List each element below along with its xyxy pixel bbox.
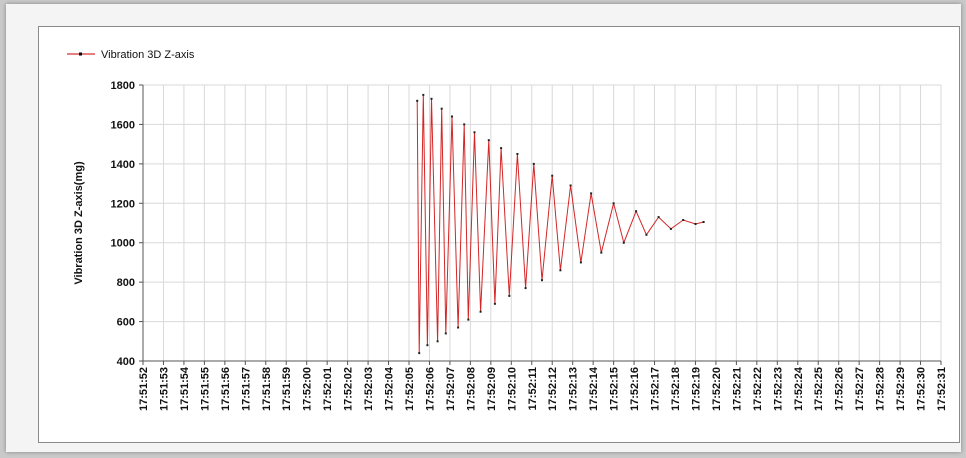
data-point	[612, 202, 615, 205]
x-tick-label: 17:51:58	[261, 367, 273, 411]
data-point	[500, 147, 503, 150]
data-point	[487, 139, 490, 142]
y-tick-label: 800	[117, 277, 135, 289]
series-line	[416, 94, 704, 354]
data-point	[508, 294, 511, 297]
axes	[142, 85, 941, 362]
x-tick-label: 17:52:22	[752, 367, 764, 411]
legend-label: Vibration 3D Z-axis	[101, 49, 195, 61]
data-point	[541, 279, 543, 282]
x-tick-label: 17:52:15	[609, 367, 621, 411]
data-point	[416, 99, 419, 102]
data-point	[682, 219, 685, 221]
x-axis-ticks: 17:51:52 17:51:53 17:51:54 17:51:55 17:51:56…	[138, 361, 948, 411]
x-tick-label: 17:51:57	[240, 367, 252, 411]
x-tick-label: 17:51:52	[138, 367, 150, 411]
x-tick-label: 17:52:06	[424, 367, 436, 411]
data-point	[645, 233, 648, 236]
data-point	[479, 310, 482, 313]
y-tick-label: 1600	[111, 119, 135, 131]
data-point	[440, 107, 443, 110]
y-tick-label: 1800	[111, 80, 135, 92]
data-point	[657, 216, 660, 219]
data-point	[516, 153, 519, 155]
x-tick-label: 17:52:03	[363, 367, 375, 411]
data-point	[444, 332, 447, 335]
x-tick-label: 17:52:14	[588, 366, 600, 411]
x-tick-label: 17:52:24	[793, 366, 805, 411]
y-axis-title: Vibration 3D Z-axis(mg)	[73, 161, 85, 285]
x-tick-label: 17:52:02	[343, 367, 355, 411]
data-point	[493, 302, 496, 305]
y-tick-label: 1000	[111, 238, 135, 250]
series-layer	[416, 93, 705, 355]
vibration-chart: Vibration 3D Z-axis Vibration 3D Z-axis(…	[67, 49, 948, 411]
x-tick-label: 17:52:09	[486, 367, 498, 411]
data-point	[524, 287, 527, 290]
x-tick-label: 17:52:30	[916, 367, 928, 411]
data-point	[457, 326, 460, 329]
x-tick-label: 17:52:01	[322, 367, 334, 411]
x-tick-label: 17:51:56	[220, 367, 232, 411]
data-point	[463, 123, 466, 126]
y-tick-label: 400	[117, 356, 135, 368]
y-axis-ticks: 400 600 800 1000 1200 1400 1600 1800	[111, 80, 143, 368]
data-point	[702, 221, 705, 223]
x-tick-label: 17:52:27	[854, 367, 866, 411]
x-tick-label: 17:51:53	[158, 367, 170, 411]
grid-lines	[142, 84, 942, 362]
x-tick-label: 17:52:31	[936, 367, 948, 411]
x-tick-label: 17:52:07	[445, 367, 457, 411]
data-point	[600, 251, 603, 254]
x-tick-label: 17:52:29	[895, 367, 907, 411]
y-tick-label: 1200	[111, 198, 135, 210]
x-tick-label: 17:52:18	[670, 367, 682, 411]
x-tick-label: 17:52:21	[731, 367, 743, 411]
x-tick-label: 17:52:12	[547, 367, 559, 411]
y-tick-label: 1400	[111, 159, 135, 171]
x-tick-label: 17:52:00	[302, 367, 314, 411]
data-point	[569, 184, 572, 187]
x-tick-label: 17:51:59	[281, 367, 293, 411]
data-point	[532, 162, 535, 165]
data-point	[422, 93, 425, 96]
data-point	[694, 223, 697, 225]
x-tick-label: 17:52:10	[506, 367, 518, 411]
data-point	[551, 174, 554, 177]
window-frame: Vibration 3D Z-axis Vibration 3D Z-axis(…	[6, 4, 961, 452]
data-point	[430, 97, 433, 100]
x-tick-label: 17:51:54	[179, 366, 191, 411]
x-tick-label: 17:52:20	[711, 367, 723, 411]
data-point	[451, 115, 453, 118]
x-tick-label: 17:52:17	[650, 367, 662, 411]
data-point	[473, 131, 476, 134]
x-tick-label: 17:52:23	[772, 367, 784, 411]
data-point	[622, 241, 625, 244]
x-tick-label: 17:52:04	[384, 366, 396, 411]
x-tick-label: 17:52:13	[568, 367, 580, 411]
data-point	[436, 340, 439, 343]
y-tick-label: 600	[117, 317, 135, 329]
x-tick-label: 17:52:11	[527, 367, 539, 410]
x-tick-label: 17:52:19	[690, 367, 702, 411]
x-tick-label: 17:51:55	[199, 367, 211, 411]
data-point	[426, 344, 429, 347]
legend: Vibration 3D Z-axis	[67, 49, 195, 61]
x-tick-label: 17:52:05	[404, 367, 416, 411]
chart-panel: Vibration 3D Z-axis Vibration 3D Z-axis(…	[38, 26, 960, 443]
x-tick-label: 17:52:16	[629, 367, 641, 411]
data-point	[635, 210, 638, 213]
x-tick-label: 17:52:26	[834, 367, 846, 411]
data-point	[559, 269, 562, 272]
data-point	[467, 318, 470, 321]
x-tick-label: 17:52:25	[813, 367, 825, 411]
x-tick-label: 17:52:08	[465, 367, 477, 411]
data-point	[579, 261, 582, 264]
x-tick-label: 17:52:28	[875, 367, 887, 411]
legend-point-marker	[79, 52, 82, 56]
data-point	[669, 227, 672, 230]
data-point	[590, 192, 593, 195]
data-point	[418, 352, 421, 355]
